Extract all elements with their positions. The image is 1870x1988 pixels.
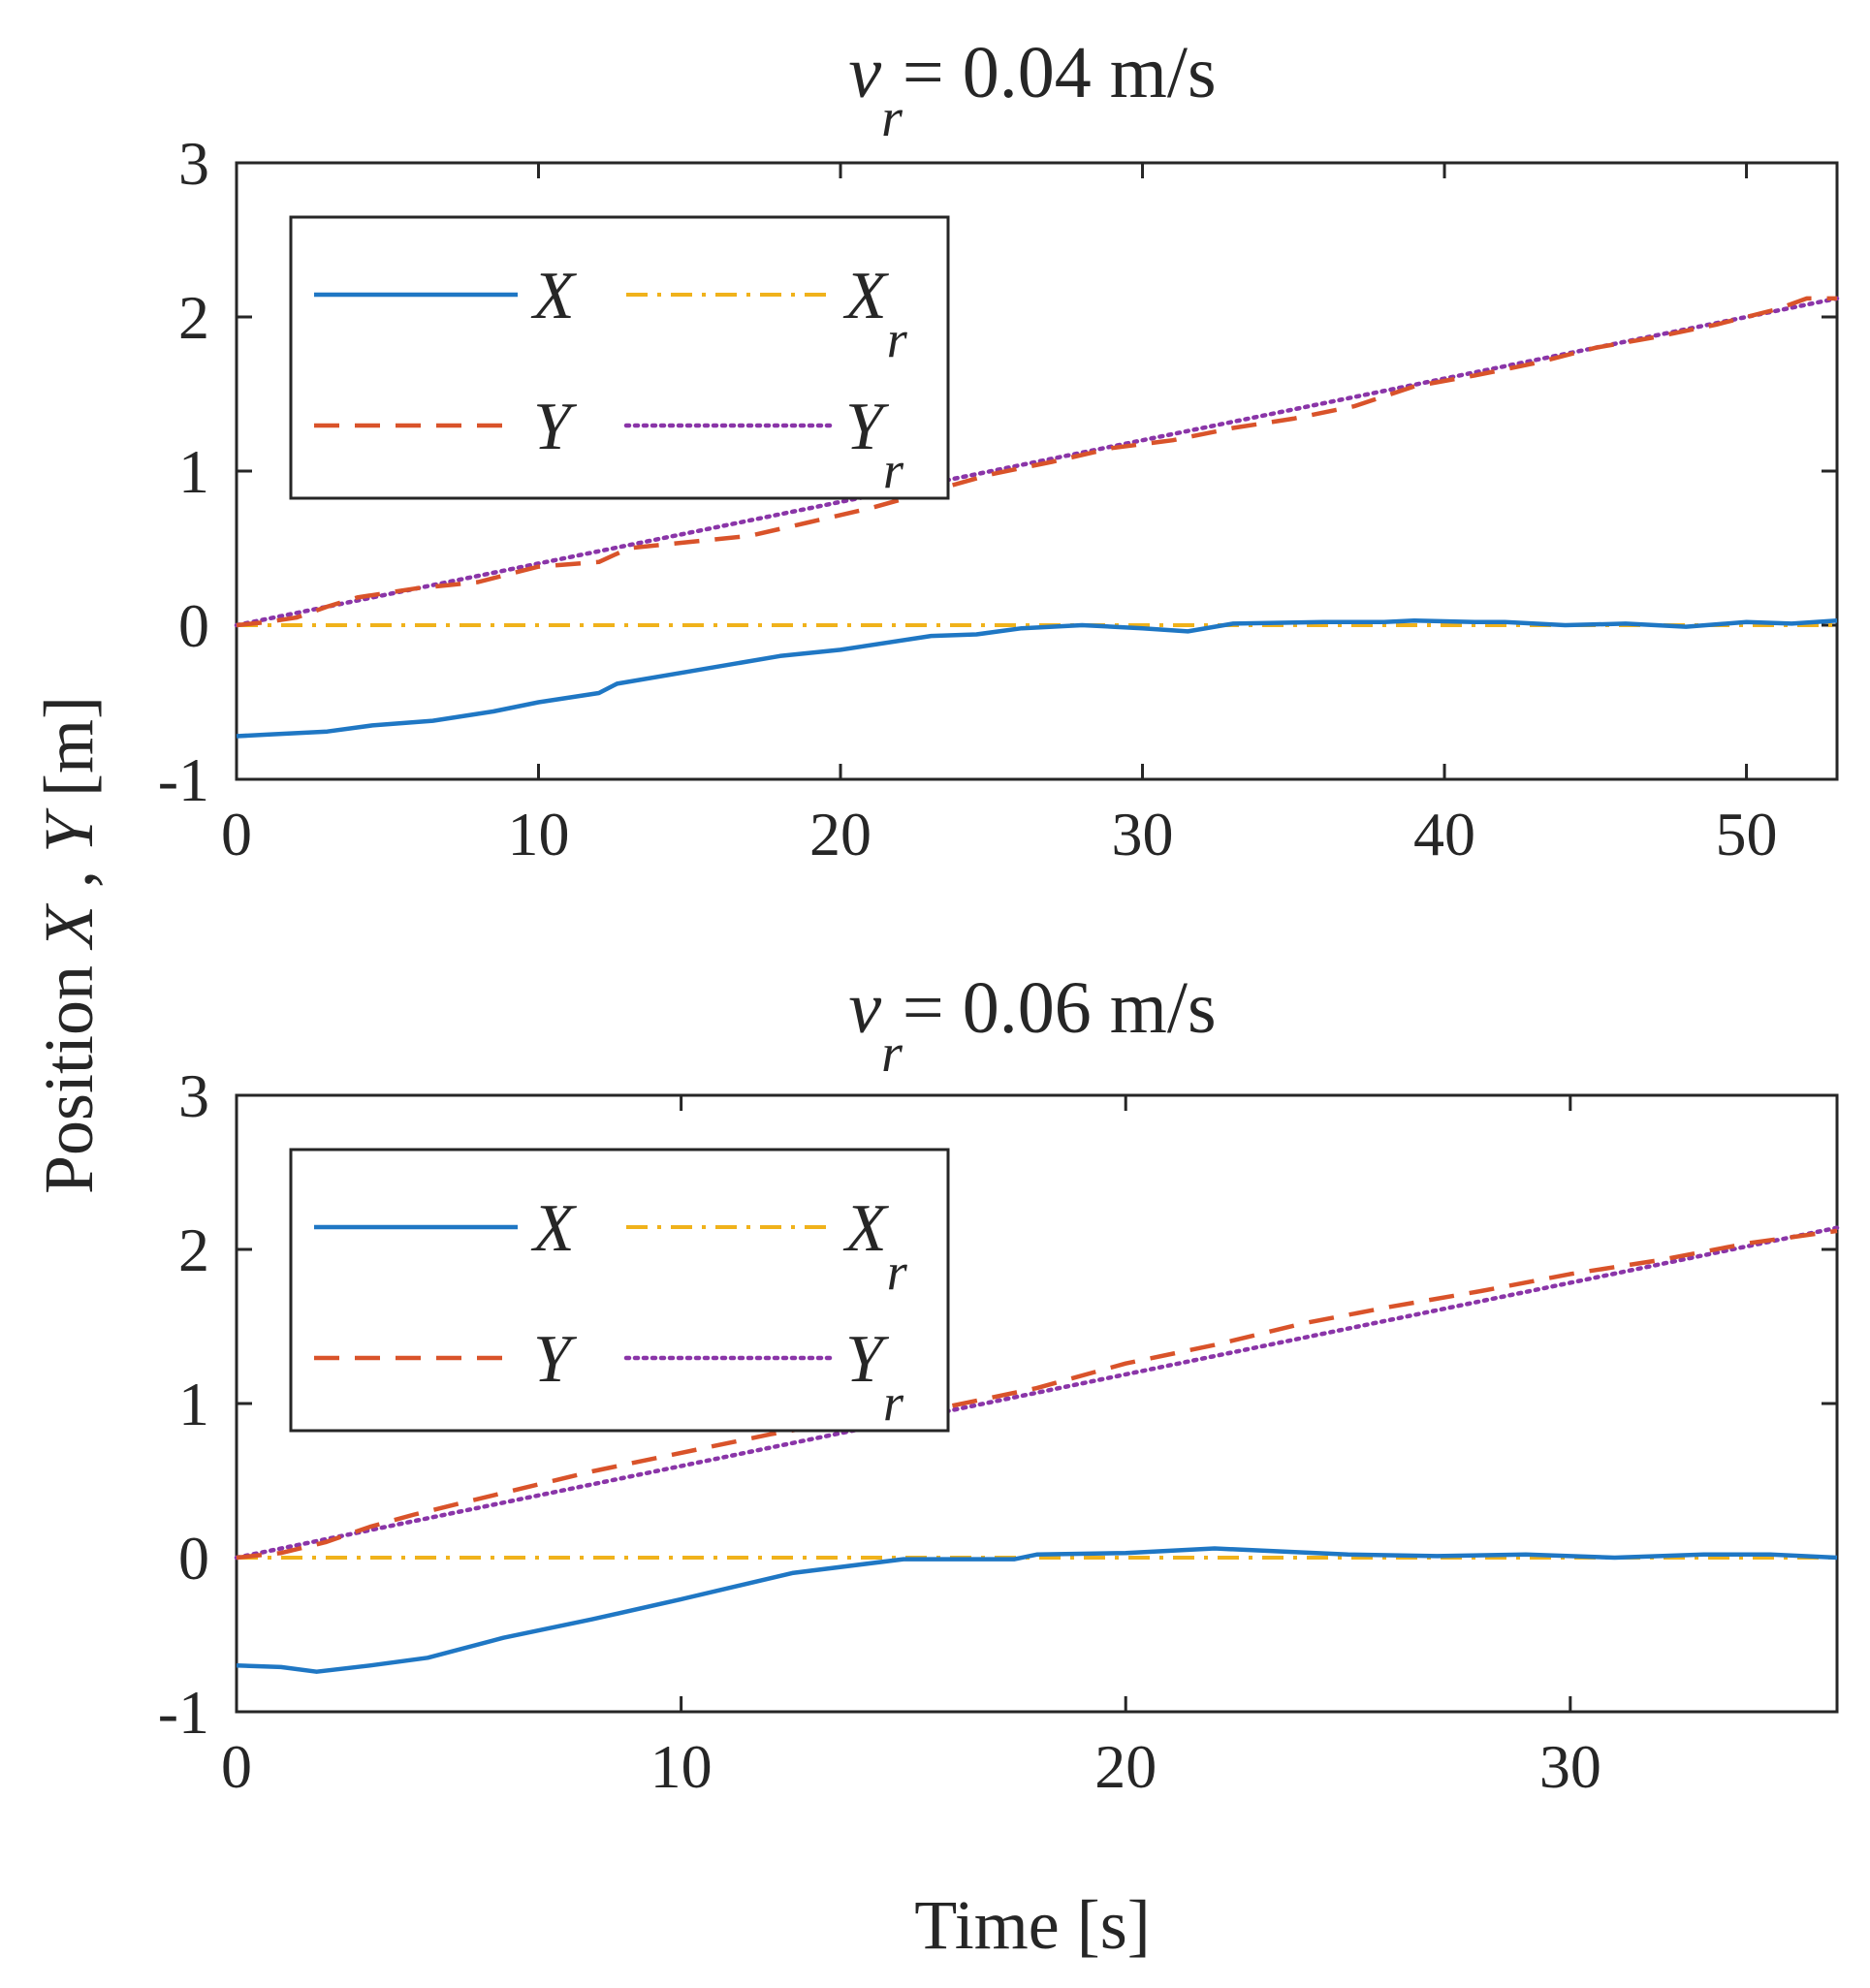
y-tick-label: 0 <box>178 1524 209 1593</box>
panel-title-sub: r <box>881 88 903 148</box>
legend-label-sub: r <box>887 1243 908 1301</box>
legend-label-Y: Y <box>533 390 578 464</box>
y-axis-label-prefix: Position <box>30 948 108 1194</box>
y-axis-label-y-var: Y <box>30 807 108 853</box>
legend-label-Xr: Xr <box>842 1191 908 1301</box>
panel-title-var: v <box>848 32 881 113</box>
y-tick-label: -1 <box>158 745 209 814</box>
x-tick-label: 50 <box>1716 800 1778 868</box>
legend-label-X: X <box>530 1191 578 1266</box>
panel-title-text: = 0.06 m/s <box>903 967 1217 1049</box>
x-tick-label: 20 <box>809 800 872 868</box>
legend-box <box>289 1148 950 1433</box>
y-tick-label: 1 <box>178 1370 209 1438</box>
panel-title: vr= 0.04 m/s <box>848 32 1216 148</box>
series-layer <box>234 296 1840 739</box>
y-tick-label: 3 <box>178 129 209 198</box>
legend-label-Yr: Yr <box>845 1322 904 1432</box>
x-tick-label: 0 <box>221 800 252 868</box>
legend-label-sub: r <box>883 441 904 499</box>
series-layer <box>234 1225 1840 1674</box>
y-axis-label-x-var: X <box>30 902 108 951</box>
x-tick-label: 30 <box>1539 1732 1601 1801</box>
x-tick-label: 0 <box>221 1732 252 1801</box>
series-line-Yr <box>234 1225 1840 1561</box>
x-axis-label: Time [s] <box>914 1886 1150 1964</box>
y-axis-label-sep: , <box>30 853 108 905</box>
y-axis-label: Position X , Y [m] <box>30 696 108 1194</box>
x-tick-label: 40 <box>1413 800 1475 868</box>
panel-title-sub: r <box>881 1024 903 1084</box>
y-tick-label: 3 <box>178 1061 209 1130</box>
x-tick-label: 30 <box>1112 800 1174 868</box>
series-line-Y <box>236 296 1837 628</box>
panel-title-var: v <box>848 967 881 1049</box>
y-axis-label-unit: [m] <box>30 696 108 814</box>
x-tick-label: 20 <box>1094 1732 1157 1801</box>
y-tick-label: 2 <box>178 283 209 352</box>
legend-label-sub: r <box>887 310 908 368</box>
legend-label-Yr: Yr <box>845 390 904 499</box>
legend-label-sub: r <box>883 1373 904 1432</box>
legend-box <box>289 215 950 500</box>
legend: X Xr Y Yr <box>289 1148 950 1433</box>
legend-label-Xr: Xr <box>842 259 908 368</box>
panel-title: vr= 0.06 m/s <box>848 967 1216 1084</box>
y-tick-label: -1 <box>158 1678 209 1747</box>
legend-label-X: X <box>530 259 578 333</box>
y-tick-label: 1 <box>178 437 209 506</box>
series-line-X <box>236 617 1838 739</box>
x-tick-label: 10 <box>650 1732 713 1801</box>
y-tick-label: 2 <box>178 1215 209 1284</box>
panel-title-text: = 0.04 m/s <box>903 32 1217 113</box>
y-tick-label: 0 <box>178 591 209 660</box>
x-tick-label: 10 <box>508 800 570 868</box>
legend-label-Y: Y <box>533 1322 578 1397</box>
legend: X Xr Y Yr <box>289 215 950 500</box>
series-line-X <box>236 1546 1838 1674</box>
